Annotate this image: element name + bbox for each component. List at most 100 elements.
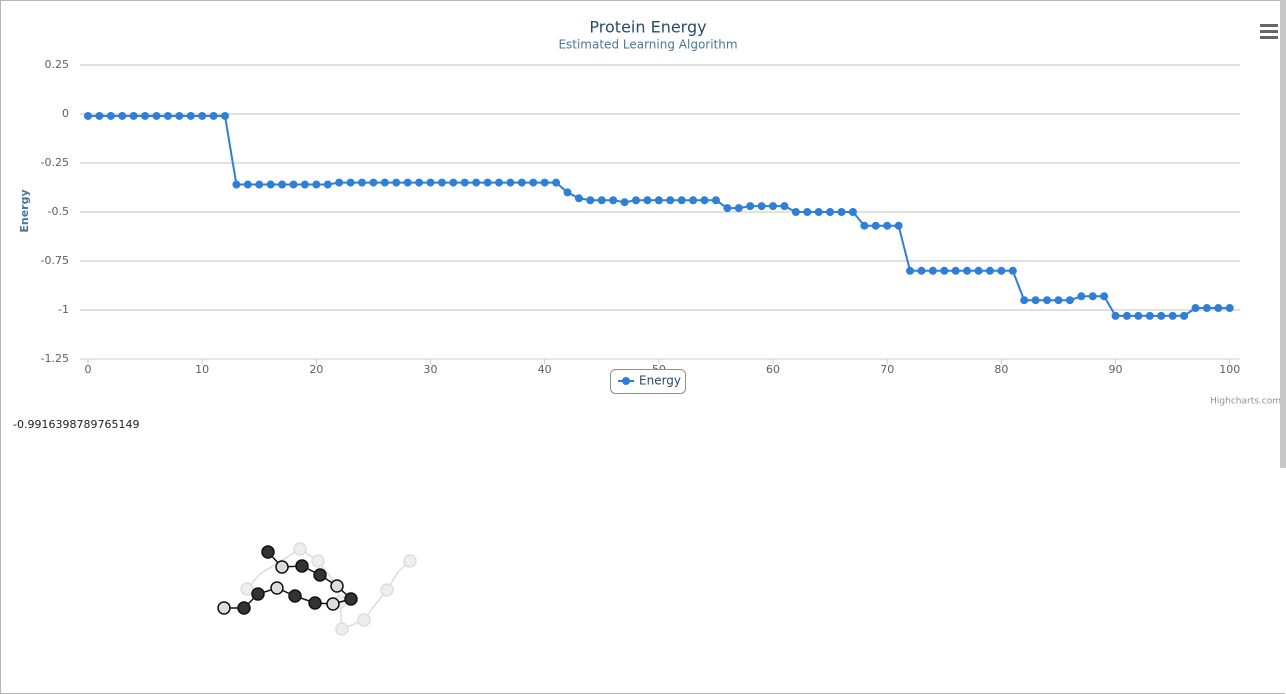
x-tick-label: 60 — [766, 363, 780, 376]
data-point — [278, 180, 287, 189]
credit[interactable]: Highcharts.com — [1210, 397, 1280, 407]
data-point — [769, 202, 778, 211]
data-point — [848, 208, 857, 216]
data-point — [643, 196, 652, 205]
chart-subtitle: Estimated Learning Algorithm — [558, 38, 737, 52]
menu-bar — [1260, 30, 1278, 33]
data-point — [654, 196, 663, 205]
x-tick-label: 90 — [1109, 363, 1123, 376]
data-point — [1225, 304, 1234, 313]
data-point — [1180, 311, 1189, 320]
data-point — [597, 196, 606, 205]
data-point — [1111, 311, 1120, 320]
data-point — [495, 178, 504, 187]
data-point — [1065, 296, 1074, 305]
y-tick-label: 0 — [62, 107, 69, 120]
data-point — [814, 208, 823, 216]
menu-bar — [1260, 24, 1278, 27]
data-point — [175, 111, 184, 120]
data-point — [871, 221, 880, 230]
data-point — [415, 178, 424, 187]
data-point — [1214, 304, 1223, 313]
data-point — [472, 178, 481, 187]
data-point — [711, 196, 720, 205]
molecule-view — [217, 542, 417, 636]
data-point — [335, 178, 344, 187]
data-point — [632, 196, 641, 205]
data-point — [563, 188, 572, 197]
data-point — [1088, 292, 1097, 301]
data-point — [723, 204, 732, 213]
x-tick-label: 0 — [84, 363, 91, 376]
y-tick-label: -0.5 — [48, 205, 69, 218]
data-point — [963, 266, 972, 275]
data-point — [517, 178, 526, 187]
menu-button[interactable] — [1260, 24, 1278, 39]
data-point — [312, 180, 321, 189]
data-point — [426, 178, 435, 187]
data-point — [529, 178, 538, 187]
data-point — [837, 208, 846, 216]
data-point — [129, 111, 138, 120]
data-point — [323, 180, 332, 189]
data-point — [574, 194, 583, 203]
legend-symbol — [622, 377, 630, 385]
x-tick-label: 70 — [880, 363, 894, 376]
data-point — [369, 178, 378, 187]
data-point — [780, 202, 789, 211]
data-point — [243, 180, 252, 189]
legend-item[interactable]: Energy — [610, 369, 686, 394]
data-point — [266, 180, 275, 189]
data-point — [757, 202, 766, 211]
data-point — [1054, 296, 1063, 305]
data-point — [791, 208, 800, 216]
data-point — [620, 198, 629, 207]
data-point — [677, 196, 686, 205]
series-line — [87, 114, 1230, 317]
data-point — [928, 266, 937, 275]
scrollbar[interactable] — [1280, 0, 1286, 468]
data-point — [1134, 311, 1143, 320]
data-point — [437, 178, 446, 187]
menu-bar — [1260, 36, 1278, 39]
data-point — [141, 111, 150, 120]
x-tick-label: 30 — [424, 363, 438, 376]
data-point — [403, 178, 412, 187]
data-point — [380, 178, 389, 187]
data-point — [883, 221, 892, 230]
data-point — [449, 178, 458, 187]
data-point — [1122, 311, 1131, 320]
chart: Protein Energy Estimated Learning Algori… — [18, 18, 1280, 407]
data-point — [734, 204, 743, 213]
data-point — [346, 178, 355, 187]
data-point — [186, 111, 195, 120]
legend-label: Energy — [639, 374, 681, 388]
data-point — [803, 208, 812, 216]
x-tick-label: 40 — [538, 363, 552, 376]
data-point — [506, 178, 515, 187]
data-point — [255, 180, 264, 189]
chart-title: Protein Energy — [589, 18, 706, 37]
x-tick-label: 80 — [994, 363, 1008, 376]
data-point — [483, 178, 492, 187]
data-point — [746, 202, 755, 211]
y-tick-label: -0.25 — [41, 156, 69, 169]
data-point — [209, 111, 218, 120]
data-point — [152, 111, 161, 120]
data-point — [1100, 292, 1109, 301]
data-point — [1043, 296, 1052, 305]
data-point — [118, 111, 127, 120]
x-tick-label: 20 — [309, 363, 323, 376]
data-point — [95, 111, 104, 120]
data-point — [951, 266, 960, 275]
energy-readout: -0.9916398789765149 — [13, 418, 140, 431]
data-point — [906, 266, 915, 275]
legend-box — [610, 369, 686, 394]
data-point — [689, 196, 698, 205]
x-tick-label: 10 — [195, 363, 209, 376]
data-point — [609, 196, 618, 205]
data-point — [860, 221, 869, 230]
data-point — [974, 266, 983, 275]
data-point — [1031, 296, 1040, 305]
